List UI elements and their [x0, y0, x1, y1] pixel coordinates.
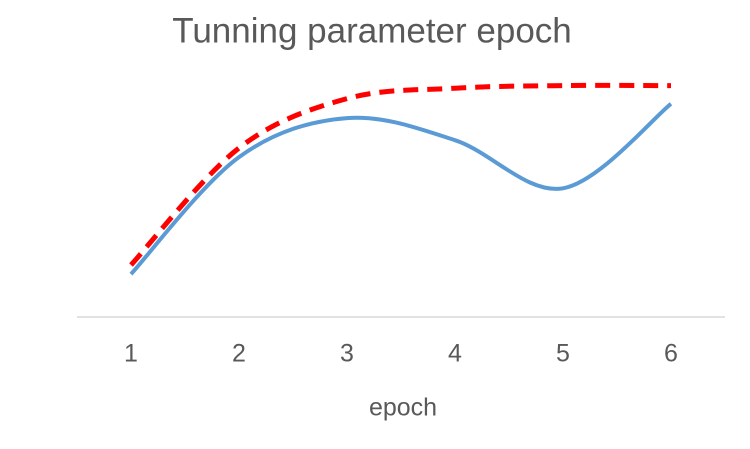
x-tick-label: 5 [556, 340, 570, 368]
chart-title: Tunning parameter epoch [172, 11, 572, 50]
x-tick-label: 2 [232, 340, 246, 368]
x-tick-label: 6 [664, 340, 678, 368]
x-tick-label: 1 [124, 340, 138, 368]
x-axis-title: epoch [369, 394, 437, 422]
x-tick-label: 4 [448, 340, 462, 368]
x-tick-label: 3 [340, 340, 354, 368]
series-line [129, 102, 673, 276]
series-line [129, 82, 672, 267]
